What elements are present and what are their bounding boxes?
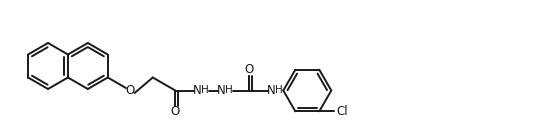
Text: O: O — [245, 63, 254, 76]
Text: O: O — [125, 84, 135, 97]
Text: H: H — [225, 84, 233, 95]
Text: N: N — [267, 84, 276, 97]
Text: H: H — [276, 84, 283, 95]
Text: Cl: Cl — [337, 105, 348, 118]
Text: O: O — [171, 105, 180, 118]
Text: N: N — [193, 84, 202, 97]
Text: H: H — [201, 84, 209, 95]
Text: N: N — [217, 84, 226, 97]
